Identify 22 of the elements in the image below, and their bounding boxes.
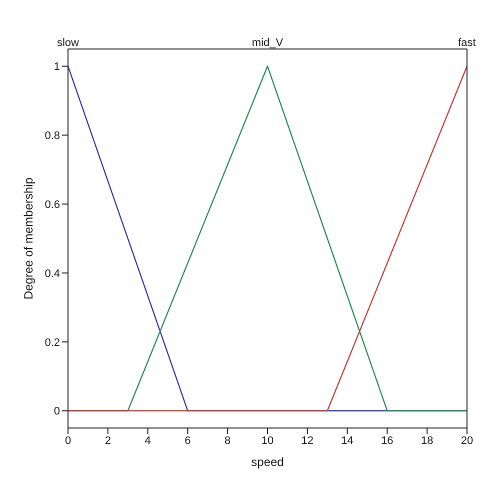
x-tick-label: 4 [144,434,151,447]
y-tick-label: 0.2 [44,336,60,349]
x-tick-label: 18 [420,434,434,447]
x-tick-label: 6 [184,434,191,447]
x-tick-label: 16 [381,434,394,447]
y-tick-label: 0.4 [44,268,60,280]
y-tick-label: 0 [54,406,60,418]
y-tick-label: 0.8 [44,130,60,142]
y-tick-label: 1 [54,61,60,74]
x-tick-label: 20 [460,434,474,447]
series-label: fast [458,37,476,50]
x-tick-label: 12 [301,434,314,447]
x-tick-label: 14 [341,434,354,447]
x-tick-label: 2 [104,434,111,447]
x-tick-label: 10 [261,434,274,447]
y-tick-label: 0.6 [44,198,60,211]
text: mid_V [252,37,284,50]
x-tick-label: 8 [224,434,231,447]
x-tick-label: 0 [64,434,72,447]
x-axis-title: speed [251,455,284,469]
y-axis-title: Degree of membership [21,177,36,300]
series-label: slow [56,37,80,50]
